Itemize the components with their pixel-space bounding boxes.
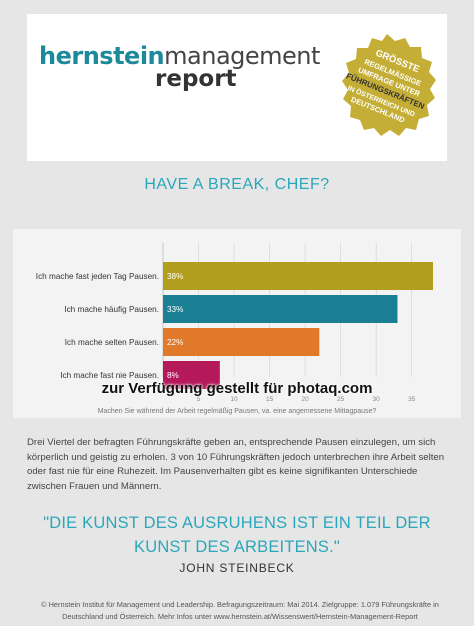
- category-label: Ich mache selten Pausen.: [65, 338, 159, 347]
- body-text: Drei Viertel der befragten Führungskräft…: [27, 437, 445, 492]
- pause-bar-chart: 5 10 15 20 25 30 35 Ich mache fast jeden Tag Pa…: [36, 243, 433, 415]
- hernstein-logo: hernsteinmanagement report: [39, 42, 320, 92]
- value-label: 8%: [167, 371, 179, 380]
- x-tick-label: 35: [408, 396, 416, 403]
- headline: HAVE A BREAK, CHEF?: [144, 176, 330, 193]
- bar: [163, 295, 398, 323]
- chart-card: 5 10 15 20 25 30 35 Ich mache fast jeden Tag Pa…: [13, 229, 461, 418]
- x-tick-label: 10: [230, 396, 238, 403]
- category-label: Ich mache fast jeden Tag Pausen.: [36, 272, 159, 281]
- x-tick-label: 30: [373, 396, 381, 403]
- footer: © Hernstein Institut für Management und …: [20, 599, 460, 623]
- x-tick-label: 15: [266, 396, 274, 403]
- quote-line-2: KUNST DES ARBEITENS.": [134, 538, 340, 556]
- x-axis-label: Machen Sie während der Arbeit regelmäßig…: [98, 408, 377, 415]
- value-label: 38%: [167, 272, 183, 281]
- x-tick-label: 25: [337, 396, 345, 403]
- footer-line-1: © Hernstein Institut für Management und …: [41, 600, 439, 609]
- logo-brand-light: management: [164, 42, 320, 70]
- seal-shape: [342, 34, 436, 136]
- bar: [163, 262, 433, 290]
- quote-line-1: "DIE KUNST DES AUSRUHENS IST EIN TEIL DE…: [43, 514, 431, 532]
- category-label: Ich mache fast nie Pausen.: [60, 371, 159, 380]
- x-tick-label: 5: [197, 396, 201, 403]
- quote: "DIE KUNST DES AUSRUHENS IST EIN TEIL DE…: [0, 511, 474, 559]
- category-label: Ich mache häufig Pausen.: [64, 305, 159, 314]
- bar: [163, 328, 320, 356]
- value-label: 33%: [167, 305, 183, 314]
- header-card: hernsteinmanagement report GRÖSSTE REGELM…: [27, 14, 447, 161]
- watermark: zur Verfügung gestellt für photaq.com: [101, 380, 373, 397]
- bar: [163, 361, 220, 389]
- footer-line-2: Deutschland und Österreich. Mehr Infos u…: [62, 612, 418, 621]
- x-tick-label: 20: [301, 396, 309, 403]
- logo-brand-bold: hernstein: [39, 42, 165, 70]
- logo-report: report: [155, 66, 237, 92]
- quote-author: JOHN STEINBECK: [179, 561, 295, 575]
- value-label: 22%: [167, 338, 183, 347]
